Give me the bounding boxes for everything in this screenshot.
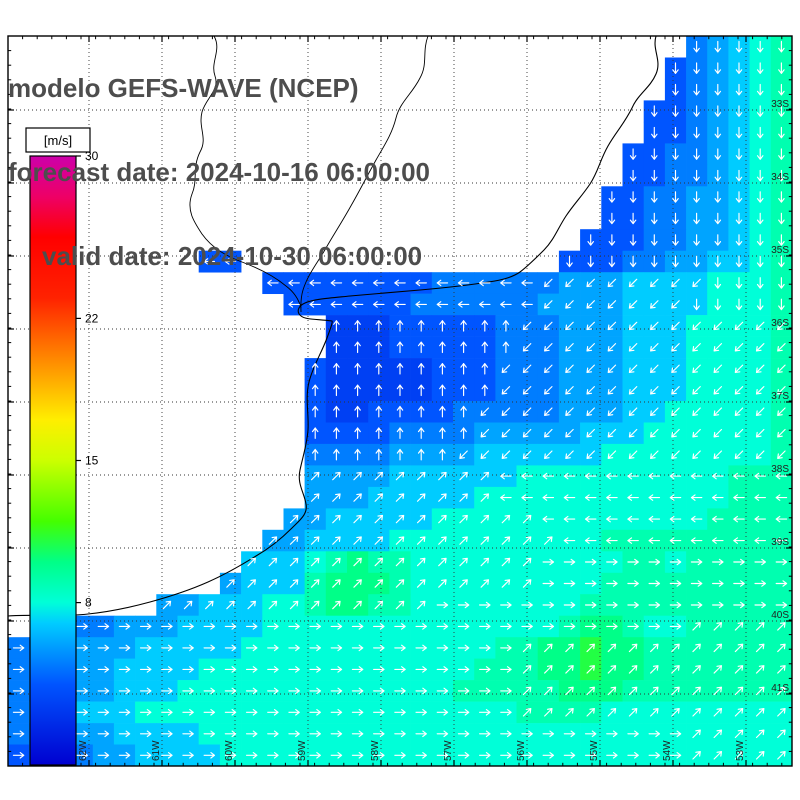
valid-date-label: valid date: 2024-10-30 06:00:00 (42, 241, 423, 271)
lon-label: 62W (78, 740, 89, 761)
colorbar-gradient (29, 155, 77, 766)
lat-label: 41S (771, 683, 789, 694)
colorbar-tick-label: 22 (85, 311, 99, 325)
colorbar-unit-label: [m/s] (44, 133, 72, 148)
frame-layer (7, 35, 793, 767)
lat-label: 34S (771, 172, 789, 183)
lon-label: 54W (662, 740, 673, 761)
lat-label: 40S (771, 610, 789, 621)
forecast-date-label: forecast date: 2024-10-16 06:00:00 (8, 157, 431, 187)
lat-label: 38S (771, 464, 789, 475)
lat-label: 36S (771, 318, 789, 329)
coastline-layer (7, 35, 659, 617)
colorbar-tick-label: 15 (85, 454, 99, 468)
axis-labels-layer: 33S 34S 35S 36S 37S 38S 39S 40S 41S 62W 61W 60W 59W 5… (78, 99, 789, 761)
lon-label: 56W (516, 740, 527, 761)
lat-label: 39S (771, 537, 789, 548)
lat-label: 35S (771, 245, 789, 256)
model-title: modelo GEFS-WAVE (NCEP) (8, 73, 359, 103)
lon-label: 55W (589, 740, 600, 761)
lon-label: 53W (735, 740, 746, 761)
lat-label: 37S (771, 391, 789, 402)
colorbar-tick-label: 8 (85, 596, 92, 610)
lon-label: 60W (224, 740, 235, 761)
lon-label: 59W (297, 740, 308, 761)
lat-label: 33S (771, 99, 789, 110)
lon-label: 61W (151, 740, 162, 761)
lon-label: 57W (443, 740, 454, 761)
title-block: modelo GEFS-WAVE (NCEP) forecast date: 2… (8, 18, 430, 326)
arrows-layer (12, 40, 788, 760)
lon-label: 58W (370, 740, 381, 761)
